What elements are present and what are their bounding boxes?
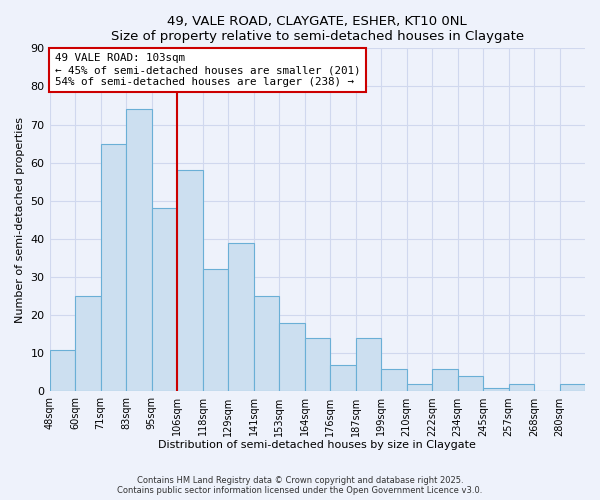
Bar (126, 110, 152, 392)
Bar (228, 243, 254, 392)
Title: 49, VALE ROAD, CLAYGATE, ESHER, KT10 0NL
Size of property relative to semi-detac: 49, VALE ROAD, CLAYGATE, ESHER, KT10 0NL… (111, 15, 524, 43)
Text: Contains HM Land Registry data © Crown copyright and database right 2025.
Contai: Contains HM Land Registry data © Crown c… (118, 476, 482, 495)
Bar (356, 338, 381, 392)
Bar (483, 388, 509, 392)
Bar (75, 296, 101, 392)
Bar (152, 208, 177, 392)
Bar (254, 296, 279, 392)
Bar (305, 338, 330, 392)
Bar (509, 384, 534, 392)
Bar (279, 323, 305, 392)
Text: 49 VALE ROAD: 103sqm
← 45% of semi-detached houses are smaller (201)
54% of semi: 49 VALE ROAD: 103sqm ← 45% of semi-detac… (55, 54, 361, 86)
Bar (50, 350, 75, 392)
Bar (330, 365, 356, 392)
Bar (381, 368, 407, 392)
Bar (177, 170, 203, 392)
Bar (407, 384, 432, 392)
Bar (203, 270, 228, 392)
Bar (560, 384, 585, 392)
X-axis label: Distribution of semi-detached houses by size in Claygate: Distribution of semi-detached houses by … (158, 440, 476, 450)
Bar (101, 144, 126, 392)
Y-axis label: Number of semi-detached properties: Number of semi-detached properties (15, 117, 25, 323)
Bar (432, 368, 458, 392)
Bar (458, 376, 483, 392)
